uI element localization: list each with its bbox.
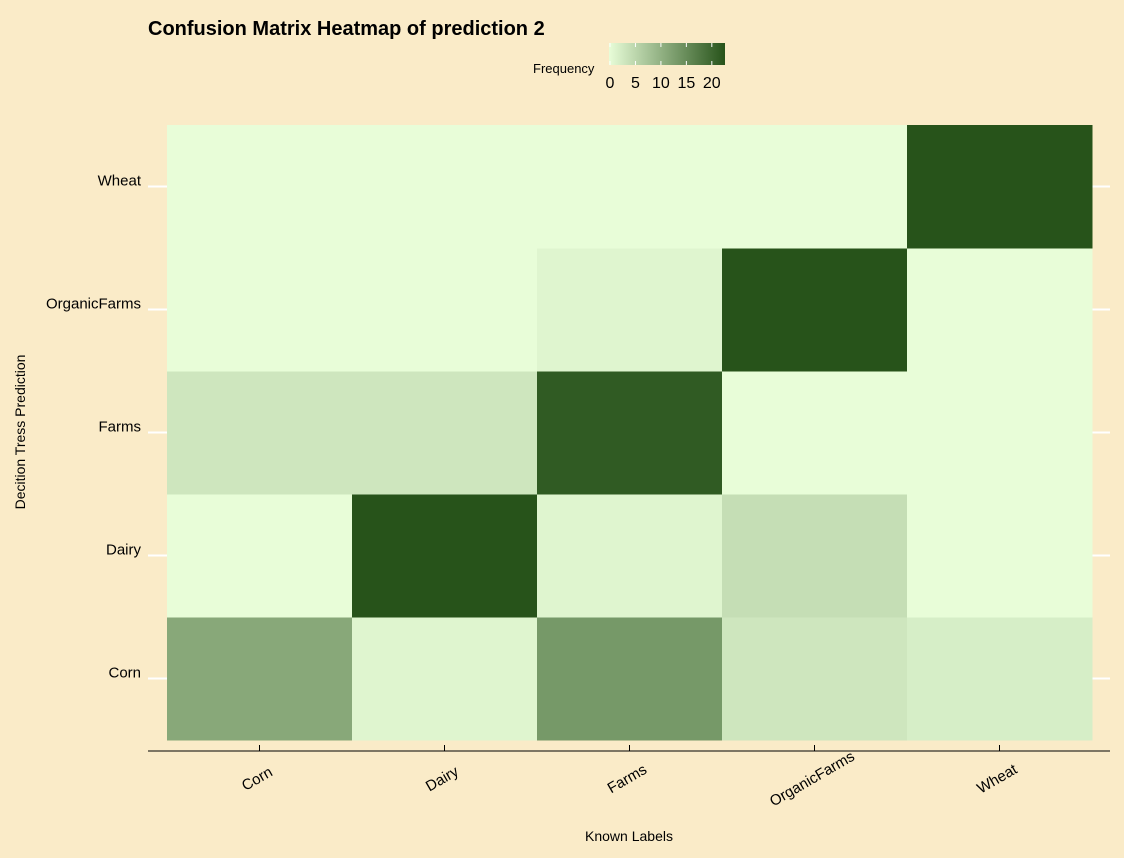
x-tick-label: OrganicFarms [767, 748, 858, 810]
heatmap-cells [167, 125, 1093, 741]
y-tick-label: Farms [99, 419, 142, 436]
heatmap-cell-dairy-farms [537, 494, 723, 618]
y-axis-ticks: Corn Dairy Farms OrganicFarms Wheat [46, 173, 165, 682]
heatmap-cell-farms-corn [167, 371, 353, 495]
heatmap-cell-organicfarms-corn [167, 248, 353, 372]
y-tick-label: Corn [108, 665, 141, 682]
heatmap-cell-dairy-organicfarms [722, 494, 908, 618]
heatmap-cell-dairy-dairy [352, 494, 538, 618]
heatmap-cell-farms-dairy [352, 371, 538, 495]
legend-tick-label: 20 [703, 75, 721, 92]
x-tick-label: Farms [605, 761, 650, 797]
heatmap-cell-farms-organicfarms [722, 371, 908, 495]
heatmap-cell-organicfarms-farms [537, 248, 723, 372]
heatmap-cell-corn-dairy [352, 617, 538, 741]
x-tick-label: Dairy [423, 763, 462, 795]
heatmap-cell-organicfarms-dairy [352, 248, 538, 372]
heatmap-cell-farms-farms [537, 371, 723, 495]
x-tick-label: Corn [239, 764, 276, 795]
heatmap-cell-dairy-corn [167, 494, 353, 618]
heatmap-cell-corn-farms [537, 617, 723, 741]
heatmap-cell-dairy-wheat [907, 494, 1093, 618]
heatmap-cell-farms-wheat [907, 371, 1093, 495]
heatmap-cell-wheat-wheat [907, 125, 1093, 249]
y-axis-title: Decition Tress Prediction [12, 355, 28, 510]
x-tick-label: Wheat [974, 760, 1021, 797]
y-tick-label: Wheat [98, 173, 142, 190]
y-tick-label: OrganicFarms [46, 296, 141, 313]
legend-tick-label: 0 [606, 75, 615, 92]
legend-title: Frequency [533, 61, 595, 76]
heatmap-cell-wheat-farms [537, 125, 723, 249]
heatmap-cell-organicfarms-organicfarms [722, 248, 908, 372]
heatmap-cell-corn-corn [167, 617, 353, 741]
chart-title: Confusion Matrix Heatmap of prediction 2 [148, 18, 545, 40]
y-tick-label: Dairy [106, 542, 142, 559]
legend: Frequency 0 5 10 15 20 [533, 43, 725, 92]
heatmap-cell-organicfarms-wheat [907, 248, 1093, 372]
legend-color-bar [609, 43, 725, 65]
legend-ticks: 0 5 10 15 20 [606, 43, 721, 92]
legend-tick-label: 5 [631, 75, 640, 92]
heatmap-cell-wheat-dairy [352, 125, 538, 249]
legend-tick-label: 15 [677, 75, 695, 92]
heatmap-cell-wheat-corn [167, 125, 353, 249]
heatmap-cell-wheat-organicfarms [722, 125, 908, 249]
heatmap-cell-corn-wheat [907, 617, 1093, 741]
x-axis-title: Known Labels [585, 828, 673, 844]
x-axis-ticks: Corn Dairy Farms OrganicFarms Wheat [239, 745, 1021, 810]
heatmap-cell-corn-organicfarms [722, 617, 908, 741]
legend-tick-label: 10 [652, 75, 670, 92]
